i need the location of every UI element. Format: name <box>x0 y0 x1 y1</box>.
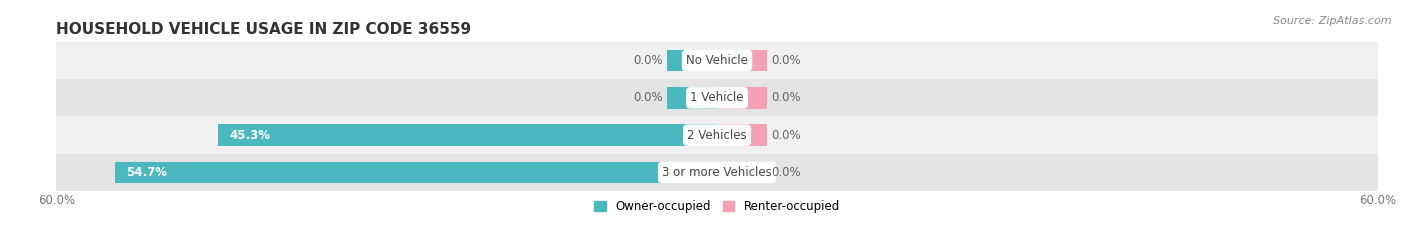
Text: HOUSEHOLD VEHICLE USAGE IN ZIP CODE 36559: HOUSEHOLD VEHICLE USAGE IN ZIP CODE 3655… <box>56 22 471 37</box>
Bar <box>56 42 1378 79</box>
Bar <box>115 162 717 183</box>
Text: Source: ZipAtlas.com: Source: ZipAtlas.com <box>1274 16 1392 26</box>
Bar <box>668 87 717 109</box>
Text: 45.3%: 45.3% <box>229 129 270 142</box>
Bar <box>717 87 766 109</box>
Text: 0.0%: 0.0% <box>770 129 800 142</box>
Bar <box>717 162 766 183</box>
Text: 54.7%: 54.7% <box>125 166 167 179</box>
Text: 0.0%: 0.0% <box>634 54 664 67</box>
Bar <box>218 124 717 146</box>
Text: 0.0%: 0.0% <box>634 91 664 104</box>
Text: 0.0%: 0.0% <box>770 166 800 179</box>
Bar <box>668 50 717 71</box>
Text: 3 or more Vehicles: 3 or more Vehicles <box>662 166 772 179</box>
Text: 0.0%: 0.0% <box>770 91 800 104</box>
Text: No Vehicle: No Vehicle <box>686 54 748 67</box>
Bar <box>717 124 766 146</box>
Bar <box>56 154 1378 191</box>
Bar <box>56 79 1378 116</box>
Bar <box>717 50 766 71</box>
Text: 1 Vehicle: 1 Vehicle <box>690 91 744 104</box>
Text: 2 Vehicles: 2 Vehicles <box>688 129 747 142</box>
Text: 0.0%: 0.0% <box>770 54 800 67</box>
Bar <box>56 116 1378 154</box>
Legend: Owner-occupied, Renter-occupied: Owner-occupied, Renter-occupied <box>589 195 845 218</box>
